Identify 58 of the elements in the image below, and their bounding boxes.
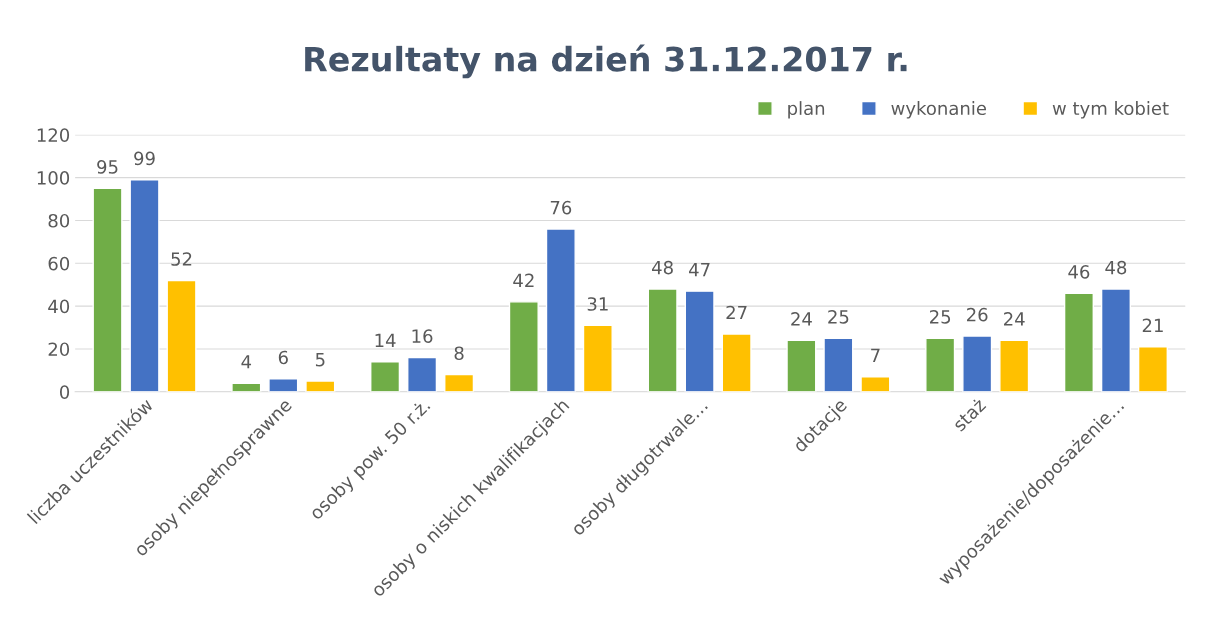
data-label: 95 xyxy=(97,160,118,174)
bar xyxy=(999,339,1030,392)
bar xyxy=(407,356,438,392)
y-tick-label: 120 xyxy=(37,128,70,142)
bar xyxy=(721,333,752,392)
chart-title: Rezultaty na dzień 31.12.2017 r. xyxy=(305,44,907,79)
data-label: 25 xyxy=(930,309,951,324)
bar xyxy=(962,335,993,392)
data-label: 46 xyxy=(1068,265,1090,279)
y-tick-label: 80 xyxy=(48,213,70,228)
bar xyxy=(545,228,576,392)
data-label: 48 xyxy=(1105,260,1127,275)
y-tick-label: 20 xyxy=(48,342,70,357)
data-label: 48 xyxy=(652,260,673,275)
bar xyxy=(925,337,956,392)
bar xyxy=(823,337,854,392)
legend-label: plan xyxy=(788,101,825,119)
data-label: 52 xyxy=(171,252,192,266)
y-tick-label: 60 xyxy=(48,256,70,271)
bar xyxy=(508,301,539,392)
bar xyxy=(582,324,613,392)
data-label: 5 xyxy=(315,353,325,367)
bar xyxy=(786,339,817,392)
y-tick-label: 0 xyxy=(59,385,70,399)
bar xyxy=(305,380,336,392)
bar xyxy=(370,361,401,392)
data-label: 25 xyxy=(828,309,849,324)
bar xyxy=(860,376,891,392)
data-label: 47 xyxy=(689,263,710,277)
bar xyxy=(166,279,197,392)
y-tick-label: 40 xyxy=(48,299,70,314)
data-label: 99 xyxy=(134,151,155,166)
bar xyxy=(92,187,123,392)
data-label: 31 xyxy=(587,297,608,311)
bar xyxy=(129,179,160,392)
data-label: 24 xyxy=(1004,312,1025,326)
bar xyxy=(1100,288,1131,392)
bar xyxy=(444,373,475,392)
legend-label: w tym kobiet xyxy=(1052,101,1169,119)
bar xyxy=(684,290,715,392)
data-label: 27 xyxy=(726,305,747,320)
bar xyxy=(1063,292,1094,392)
data-label: 76 xyxy=(550,200,572,215)
data-label: 26 xyxy=(967,307,988,322)
data-label: 14 xyxy=(375,333,396,347)
y-tick-label: 100 xyxy=(37,171,70,185)
data-label: 42 xyxy=(513,273,534,287)
data-label: 16 xyxy=(412,329,433,343)
bar xyxy=(1137,346,1168,392)
data-label: 4 xyxy=(241,355,252,369)
data-label: 6 xyxy=(278,350,288,365)
data-label: 21 xyxy=(1142,318,1163,332)
data-label: 8 xyxy=(454,346,464,361)
data-label: 7 xyxy=(871,348,880,362)
bar xyxy=(647,288,678,392)
legend-label: wykonanie xyxy=(891,101,987,119)
data-label: 24 xyxy=(791,312,812,326)
bar xyxy=(268,378,299,392)
